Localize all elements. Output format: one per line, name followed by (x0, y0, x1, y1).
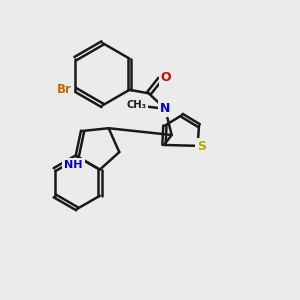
Text: O: O (161, 71, 171, 84)
Text: CH₃: CH₃ (126, 100, 146, 110)
Text: NH: NH (64, 160, 83, 170)
Text: S: S (197, 140, 206, 153)
Text: N: N (160, 102, 170, 115)
Text: Br: Br (57, 83, 72, 96)
